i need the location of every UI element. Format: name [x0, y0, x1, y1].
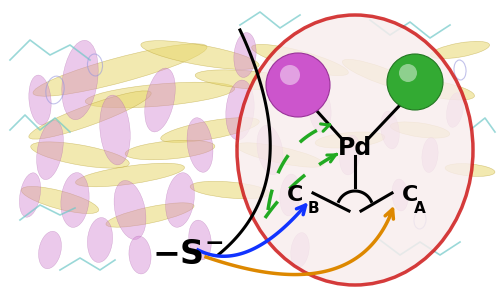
- Ellipse shape: [406, 80, 474, 100]
- Circle shape: [387, 54, 443, 110]
- Ellipse shape: [280, 174, 300, 216]
- Ellipse shape: [234, 33, 256, 77]
- Ellipse shape: [340, 135, 360, 175]
- Text: $\mathbf{-S^{-}}$: $\mathbf{-S^{-}}$: [152, 239, 224, 272]
- Ellipse shape: [76, 163, 184, 187]
- Ellipse shape: [446, 93, 464, 127]
- Ellipse shape: [141, 41, 259, 69]
- Text: B: B: [308, 201, 320, 216]
- Ellipse shape: [106, 203, 194, 227]
- Ellipse shape: [380, 111, 400, 149]
- Ellipse shape: [195, 70, 305, 90]
- Ellipse shape: [160, 117, 260, 142]
- Text: C: C: [402, 185, 418, 205]
- Ellipse shape: [30, 142, 130, 168]
- Ellipse shape: [422, 137, 438, 173]
- Ellipse shape: [20, 173, 40, 217]
- Ellipse shape: [430, 41, 490, 59]
- Ellipse shape: [29, 75, 51, 125]
- Circle shape: [266, 53, 330, 117]
- Ellipse shape: [236, 143, 324, 167]
- Ellipse shape: [315, 132, 385, 148]
- Ellipse shape: [144, 68, 176, 132]
- Ellipse shape: [36, 120, 64, 180]
- Circle shape: [399, 64, 417, 82]
- Ellipse shape: [100, 95, 130, 165]
- Ellipse shape: [62, 40, 98, 120]
- Ellipse shape: [22, 186, 99, 214]
- Ellipse shape: [190, 181, 270, 199]
- Ellipse shape: [86, 82, 234, 108]
- Text: Pd: Pd: [338, 136, 372, 160]
- Ellipse shape: [226, 80, 254, 140]
- Ellipse shape: [88, 218, 112, 263]
- Text: A: A: [414, 201, 426, 216]
- Ellipse shape: [342, 59, 417, 91]
- Ellipse shape: [189, 220, 211, 260]
- Ellipse shape: [125, 140, 215, 160]
- Ellipse shape: [29, 91, 151, 139]
- Circle shape: [280, 65, 300, 85]
- Ellipse shape: [129, 236, 151, 274]
- Ellipse shape: [252, 45, 348, 76]
- Ellipse shape: [33, 44, 207, 96]
- Ellipse shape: [114, 180, 146, 239]
- Ellipse shape: [291, 233, 309, 268]
- Ellipse shape: [38, 231, 62, 269]
- Ellipse shape: [390, 122, 450, 138]
- Ellipse shape: [445, 163, 495, 176]
- Text: C: C: [286, 185, 303, 205]
- Ellipse shape: [187, 118, 213, 172]
- Ellipse shape: [166, 173, 194, 227]
- Ellipse shape: [237, 15, 473, 285]
- Ellipse shape: [309, 88, 331, 132]
- Ellipse shape: [61, 173, 89, 227]
- Ellipse shape: [392, 179, 408, 211]
- Ellipse shape: [257, 125, 283, 175]
